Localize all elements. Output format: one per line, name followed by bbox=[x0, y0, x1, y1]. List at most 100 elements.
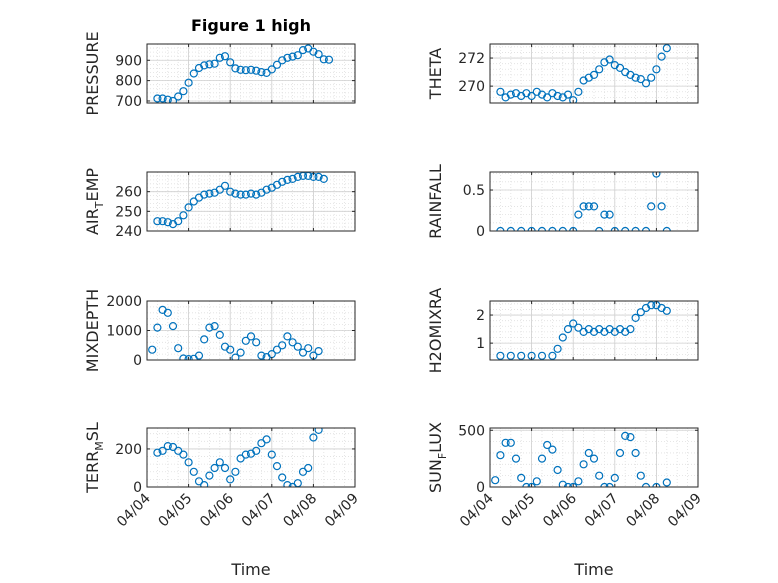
data-point bbox=[174, 92, 183, 101]
data-point bbox=[293, 172, 302, 181]
data-point bbox=[584, 202, 593, 211]
data-point bbox=[584, 448, 593, 458]
data-point bbox=[563, 325, 573, 334]
x-tick-label: 04/08 bbox=[623, 491, 663, 531]
y-tick-label: 0 bbox=[133, 353, 142, 369]
data-point bbox=[579, 460, 588, 469]
data-point bbox=[189, 69, 198, 78]
x-axis-label-right: Time bbox=[573, 560, 613, 579]
data-point bbox=[241, 450, 250, 459]
y-tick-label: 800 bbox=[115, 74, 142, 90]
data-point bbox=[647, 73, 656, 82]
data-point bbox=[262, 185, 271, 194]
x-tick-label: 04/07 bbox=[582, 491, 622, 531]
data-point bbox=[252, 66, 261, 75]
series-markers bbox=[496, 44, 671, 103]
series-markers bbox=[153, 428, 323, 487]
data-point bbox=[595, 471, 604, 480]
data-point bbox=[652, 65, 661, 74]
data-point bbox=[537, 454, 547, 463]
data-point bbox=[215, 185, 224, 194]
subplot-1: 700 800 900 PRESSURE bbox=[83, 31, 356, 116]
y-tick-label: 2000 bbox=[106, 294, 142, 310]
data-point bbox=[241, 66, 250, 75]
subplot-2: 270 272 THETA bbox=[426, 43, 699, 104]
data-point bbox=[158, 217, 167, 226]
data-point bbox=[636, 74, 645, 84]
y-tick-label: 2 bbox=[476, 308, 485, 324]
data-point bbox=[288, 52, 297, 61]
data-point bbox=[569, 96, 578, 103]
data-point bbox=[496, 226, 505, 231]
data-point bbox=[553, 465, 562, 475]
data-point bbox=[605, 210, 614, 219]
data-point bbox=[163, 95, 172, 103]
data-point bbox=[283, 332, 292, 341]
grid-lines bbox=[489, 428, 699, 488]
x-tick-label: 04/09 bbox=[322, 491, 362, 531]
data-point bbox=[184, 78, 193, 87]
data-point bbox=[210, 463, 219, 473]
data-point bbox=[600, 482, 609, 487]
data-point bbox=[168, 442, 178, 452]
data-point bbox=[293, 479, 302, 487]
data-point bbox=[558, 226, 567, 231]
data-point bbox=[621, 431, 630, 440]
subplot-4: 0 0.5 RAINFALL bbox=[426, 164, 699, 240]
data-point bbox=[563, 90, 573, 99]
data-point bbox=[200, 190, 209, 199]
data-point bbox=[496, 87, 505, 96]
data-point bbox=[179, 450, 188, 459]
data-point bbox=[283, 175, 292, 184]
data-point bbox=[200, 481, 209, 487]
data-point bbox=[153, 323, 162, 332]
data-point bbox=[563, 482, 573, 487]
data-point bbox=[220, 463, 230, 473]
data-point bbox=[600, 210, 609, 219]
data-point bbox=[309, 433, 318, 442]
data-point bbox=[158, 446, 167, 455]
data-point bbox=[252, 190, 261, 199]
data-point bbox=[506, 351, 515, 360]
data-point bbox=[252, 338, 261, 347]
axes-box bbox=[146, 427, 356, 488]
data-point bbox=[501, 438, 510, 447]
data-point bbox=[205, 189, 214, 198]
data-point bbox=[226, 475, 235, 484]
data-point bbox=[548, 445, 557, 454]
data-point bbox=[148, 345, 157, 354]
data-point bbox=[626, 325, 635, 334]
data-point bbox=[288, 482, 297, 487]
data-point bbox=[174, 446, 183, 455]
y-axis-label: SUNFLUX bbox=[426, 422, 449, 493]
data-point bbox=[272, 345, 282, 354]
data-point bbox=[278, 473, 287, 482]
y-axis-label: PRESSURE bbox=[83, 31, 102, 115]
data-point bbox=[205, 60, 214, 69]
data-point bbox=[506, 226, 515, 231]
y-axis-label: TERRMSL bbox=[83, 422, 106, 494]
x-tick-label: 04/09 bbox=[665, 491, 705, 531]
data-point bbox=[569, 482, 578, 487]
data-point bbox=[553, 344, 562, 353]
y-tick-label: 240 bbox=[115, 224, 142, 240]
data-point bbox=[314, 347, 323, 356]
data-point bbox=[589, 202, 599, 211]
y-axis-label: MIXDEPTH bbox=[83, 289, 102, 372]
data-point bbox=[215, 330, 224, 339]
data-point bbox=[652, 172, 661, 178]
data-point bbox=[506, 438, 515, 447]
x-tick-label: 04/06 bbox=[197, 490, 237, 530]
data-point bbox=[298, 348, 308, 357]
series-markers bbox=[491, 431, 671, 487]
grid-lines bbox=[489, 301, 699, 361]
data-point bbox=[605, 55, 614, 64]
data-point bbox=[267, 450, 276, 459]
data-point bbox=[231, 467, 240, 476]
data-point bbox=[246, 65, 256, 74]
x-tick-label: 04/04 bbox=[114, 490, 154, 530]
data-point bbox=[283, 481, 292, 487]
series-markers bbox=[496, 172, 671, 231]
